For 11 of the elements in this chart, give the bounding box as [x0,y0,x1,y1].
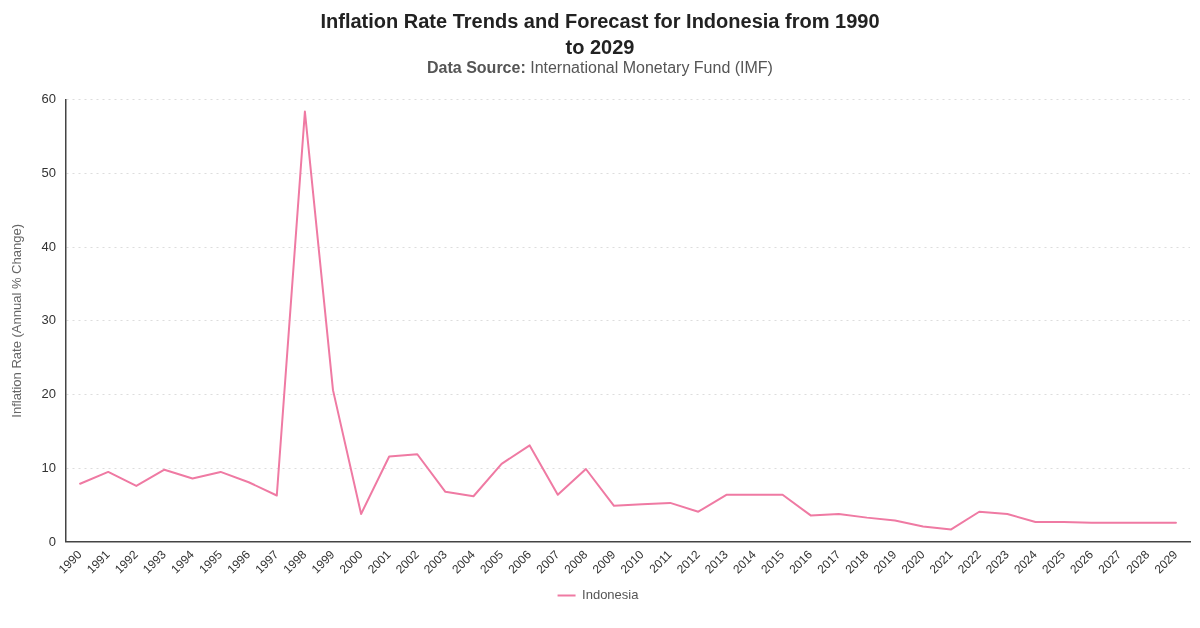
y-tick-label: 30 [41,312,57,328]
y-tick-label: 40 [41,238,57,254]
y-tick-label: 50 [41,165,57,181]
y-axis-title: Inflation Rate (Annual % Change) [9,224,25,418]
y-tick-label: 20 [41,386,57,402]
y-tick-label: 10 [41,459,57,475]
y-tick-label: 60 [41,91,57,107]
chart-title: Inflation Rate Trends and Forecast for Indonesia from 1990 to 2029 [319,9,881,60]
legend-label: Indonesia [582,587,640,603]
chart-subtitle: Data Source: International Monetary Fund (IMF) [427,59,773,76]
y-tick-label: 0 [48,533,57,549]
